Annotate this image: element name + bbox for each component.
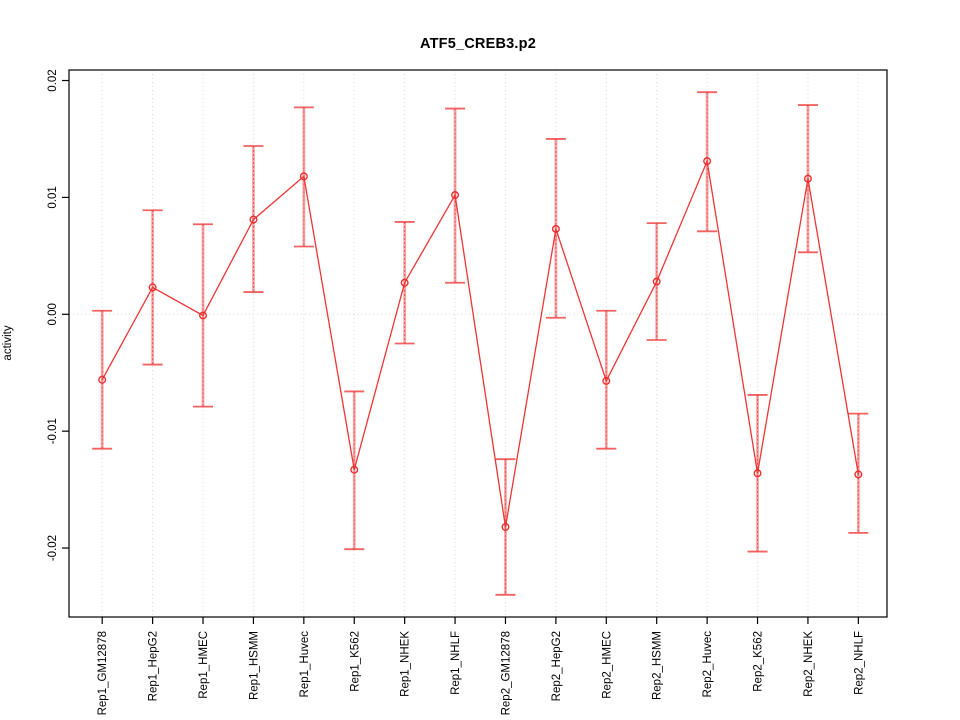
data-point — [803, 174, 812, 183]
data-point — [753, 469, 762, 478]
data-point — [299, 172, 308, 181]
y-tick-label: 0.02 — [47, 69, 59, 91]
x-tick-label: Rep2_NHLF — [853, 631, 865, 695]
x-tick-label: Rep1_HSMM — [248, 631, 260, 700]
y-tick-label: 0.00 — [47, 303, 59, 325]
x-tick-label: Rep1_GM12878 — [97, 631, 109, 715]
data-point — [400, 278, 409, 287]
x-tick-label: Rep2_HepG2 — [551, 631, 563, 701]
data-point — [854, 470, 863, 479]
data-point — [350, 465, 359, 474]
plot-box — [68, 69, 888, 618]
data-point — [602, 376, 611, 385]
x-tick-label: Rep1_NHEK — [400, 631, 412, 697]
data-point — [148, 283, 157, 292]
data-point — [98, 375, 107, 384]
y-tick-label: -0.01 — [47, 418, 59, 444]
x-tick-label: Rep1_Huvec — [299, 631, 311, 698]
x-tick-label: Rep2_GM12878 — [500, 631, 512, 715]
x-tick-label: Rep1_HMEC — [198, 631, 210, 699]
x-tick-label: Rep2_HSMM — [652, 631, 664, 700]
data-point — [703, 157, 712, 166]
data-point — [199, 311, 208, 320]
x-tick-label: Rep2_NHEK — [803, 631, 815, 697]
data-point — [551, 224, 560, 233]
y-tick-label: 0.01 — [47, 186, 59, 208]
data-point — [652, 277, 661, 286]
data-point — [451, 191, 460, 200]
data-line — [101, 158, 859, 528]
x-tick-label: Rep2_Huvec — [702, 631, 714, 698]
data-point — [249, 215, 258, 224]
x-tick-label: Rep2_HMEC — [601, 631, 613, 699]
x-tick-label: Rep2_K562 — [753, 631, 765, 692]
y-tick-label: -0.02 — [47, 535, 59, 561]
chart-title: ATF5_CREB3.p2 — [420, 36, 536, 52]
data-point — [501, 523, 510, 532]
x-tick-label: Rep1_NHLF — [450, 631, 462, 695]
x-tick-label: Rep1_HepG2 — [148, 631, 160, 701]
x-tick-label: Rep1_K562 — [349, 631, 361, 692]
